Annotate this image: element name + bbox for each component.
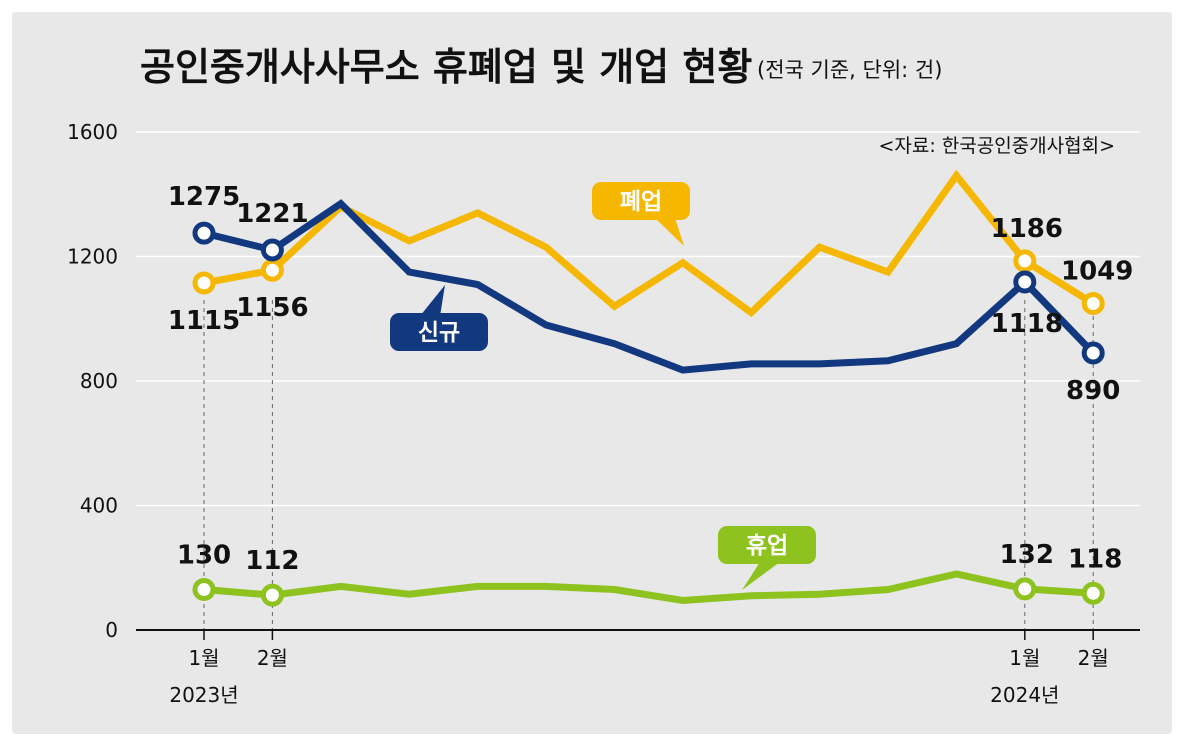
series-lines [200, 169, 1097, 604]
data-label: 1275 [168, 182, 240, 212]
y-tick-label-0: 0 [105, 618, 118, 642]
tag-box-신규 [390, 313, 488, 351]
marker-휴업-13 [1081, 581, 1105, 605]
x-tick-label-year: 2024년 [990, 683, 1059, 707]
marker-신규-0 [192, 221, 216, 245]
marker-폐업-12 [1013, 249, 1037, 273]
data-label: 1156 [236, 293, 308, 323]
marker-신규-1 [260, 238, 284, 262]
marker-폐업-0 [192, 271, 216, 295]
series-line-휴업 [200, 570, 1097, 604]
data-label: 1115 [168, 306, 240, 336]
data-label: 890 [1066, 376, 1120, 406]
marker-휴업-1 [260, 583, 284, 607]
data-label: 1118 [991, 309, 1063, 339]
tag-pointer-휴업 [742, 562, 780, 590]
series-markers [192, 221, 1105, 607]
x-tick-label-year: 2023년 [169, 683, 238, 707]
tag-box-휴업 [718, 526, 816, 564]
data-label: 1049 [1061, 256, 1133, 286]
marker-신규-13 [1081, 341, 1105, 365]
tag-box-폐업 [592, 182, 690, 220]
y-tick-label-1600: 1600 [67, 120, 118, 144]
marker-휴업-0 [192, 578, 216, 602]
y-tick-label-1200: 1200 [67, 245, 118, 269]
legend-label: 폐업 [620, 189, 662, 215]
y-tick-label-400: 400 [80, 494, 118, 518]
x-tick-label-month: 2월 [1078, 646, 1109, 670]
gridlines [136, 131, 1140, 507]
marker-휴업-12 [1013, 577, 1037, 601]
marker-신규-12 [1013, 270, 1037, 294]
chart-subtitle: (전국 기준, 단위: 건) [757, 58, 942, 82]
x-tick-label-month: 1월 [1009, 646, 1040, 670]
legend-label: 신규 [418, 320, 460, 346]
guide-lines [203, 300, 1094, 630]
data-label: 1221 [236, 199, 308, 229]
tag-pointer-폐업 [655, 218, 684, 246]
marker-폐업-1 [260, 258, 284, 282]
tag-pointer-신규 [420, 285, 445, 316]
data-label: 1186 [991, 214, 1063, 244]
x-tick-label-month: 2월 [257, 646, 288, 670]
axes: 0 400 800 1200 1600 1월 2023년 2월 1월 2024년 2월 [67, 120, 1140, 707]
source-note: <자료: 한국공인중개사협회> [878, 135, 1115, 157]
series-line-신규 [200, 199, 1097, 374]
chart-title: 공인중개사사무소 휴폐업 및 개업 현황 [140, 45, 752, 89]
data-label: 118 [1068, 544, 1122, 574]
y-tick-label-800: 800 [80, 369, 118, 393]
x-tick-label-month: 1월 [188, 646, 219, 670]
data-label: 112 [245, 546, 299, 576]
marker-폐업-13 [1081, 291, 1105, 315]
data-label: 130 [177, 541, 231, 571]
data-label: 132 [1000, 540, 1054, 570]
legend-label: 휴업 [746, 533, 788, 559]
